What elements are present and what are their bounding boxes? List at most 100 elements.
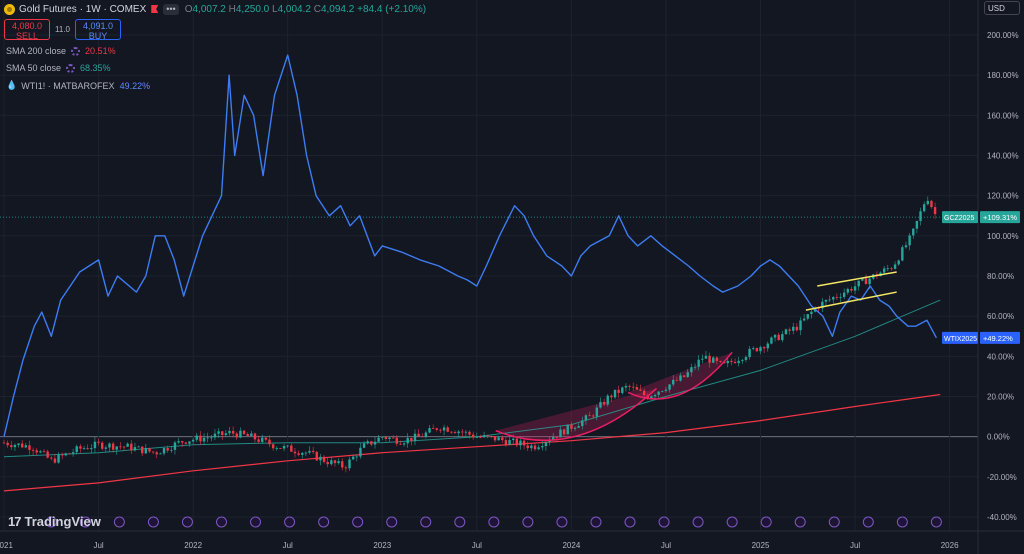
candle (399, 443, 402, 445)
price-labels: GCZ2025 +109.31% WTIX2025 +49.22% (942, 211, 1020, 344)
candle (250, 433, 253, 436)
handle-curve (627, 351, 733, 400)
candle (377, 437, 380, 442)
ohlc-readout: O4,007.2 H4,250.0 L4,004.2 C4,094.2 +84.… (184, 3, 427, 15)
event-marker-icon (284, 516, 296, 528)
candle (835, 297, 839, 298)
candle (450, 431, 453, 433)
candle (599, 402, 602, 408)
candle (581, 420, 584, 427)
candle (613, 389, 617, 398)
candle (221, 431, 224, 435)
candle (253, 433, 257, 440)
candle (661, 390, 664, 392)
candle (719, 360, 722, 362)
candle (493, 436, 497, 441)
candle (501, 437, 504, 441)
y-tick-label: 80.00% (987, 272, 1014, 281)
sma200-settings-icon[interactable] (71, 46, 81, 56)
currency-selector[interactable]: USD (984, 1, 1020, 15)
candle (777, 334, 780, 341)
candle (50, 457, 53, 459)
candle (406, 437, 409, 444)
candle (268, 439, 271, 445)
candle (130, 443, 133, 451)
event-marker-icon (318, 516, 330, 528)
candle (482, 435, 486, 438)
candle (344, 467, 348, 469)
candle (439, 429, 442, 431)
more-dots-button[interactable]: ••• (163, 3, 179, 15)
x-tick-label: 2024 (562, 541, 580, 550)
candle (886, 268, 890, 270)
candle (133, 447, 137, 451)
candle (635, 387, 639, 390)
candle (839, 296, 842, 298)
candle (315, 451, 318, 461)
candle (537, 447, 540, 450)
y-axis: -40.00% -20.00% 0.00% 20.00% 40.00% 60.00% 80.… (987, 31, 1019, 522)
buy-button[interactable]: 4,091.0 BUY (74, 19, 121, 41)
candle (828, 299, 831, 301)
event-marker-icon (45, 516, 57, 528)
price-tag-value: +109.31% (983, 213, 1017, 222)
candle (726, 360, 729, 364)
candle (301, 453, 304, 455)
candle (584, 415, 588, 421)
symbol-title[interactable]: Gold Futures · 1W · COMEX (19, 3, 147, 15)
candle (453, 432, 457, 434)
event-marker-icon (896, 516, 908, 528)
candle (471, 434, 475, 438)
candle (257, 439, 260, 442)
indicator-sma200[interactable]: SMA 200 close 20.51% (6, 46, 116, 56)
candle (868, 278, 871, 285)
candle (206, 437, 209, 439)
candle (210, 437, 213, 439)
event-marker-icon (556, 516, 568, 528)
candle (573, 427, 577, 429)
candle (853, 286, 857, 291)
x-tick-label: 2026 (941, 541, 959, 550)
candle (730, 360, 733, 362)
candle (290, 445, 293, 452)
y-tick-label: 140.00% (987, 152, 1019, 161)
candle (435, 428, 439, 430)
candle (464, 431, 468, 433)
candle (311, 450, 315, 452)
x-tick-label: 2023 (373, 541, 391, 550)
candle (857, 280, 860, 287)
candle (71, 452, 75, 454)
candle (821, 301, 824, 309)
candle (592, 415, 595, 417)
candle (522, 440, 526, 446)
candle (10, 445, 13, 448)
candle (213, 433, 217, 438)
candle (744, 357, 748, 360)
candle (682, 375, 686, 377)
y-tick-label: 200.00% (987, 31, 1019, 40)
event-marker-icon (590, 516, 602, 528)
candle (348, 459, 351, 469)
event-marker-icon (828, 516, 840, 528)
sell-button[interactable]: 4,080.0 SELL (4, 19, 50, 41)
candle (686, 372, 689, 377)
x-tick-label: 2022 (184, 541, 202, 550)
candle (231, 430, 235, 434)
candle (697, 359, 700, 367)
indicator-sma50[interactable]: SMA 50 close 68.35% (6, 63, 111, 73)
candle (595, 407, 599, 417)
indicator-wti[interactable]: 💧 WTI1! · MATBAROFEX 49.22% (6, 80, 151, 91)
candle (861, 278, 864, 281)
y-tick-label: -20.00% (987, 473, 1017, 482)
sma50-settings-icon[interactable] (66, 63, 76, 73)
candle (566, 424, 569, 435)
candle (490, 435, 493, 437)
x-tick-label: Jul (472, 541, 482, 550)
candle (602, 402, 606, 405)
candle (239, 430, 242, 438)
candle (101, 442, 104, 449)
event-marker-icon (862, 516, 874, 528)
candle (308, 450, 311, 453)
candle (322, 456, 326, 462)
